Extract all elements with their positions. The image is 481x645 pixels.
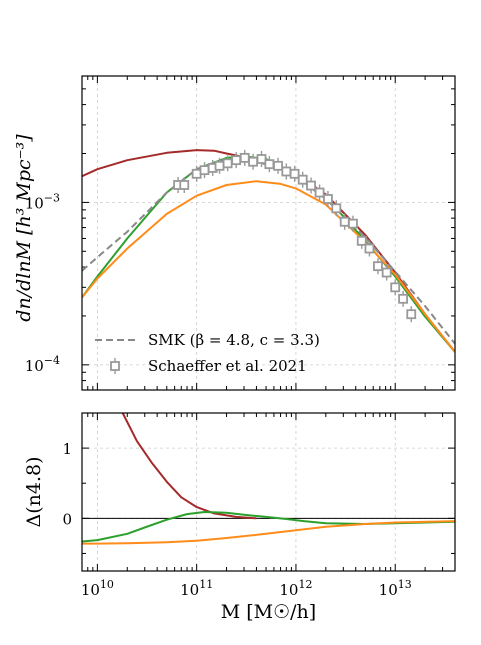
data-point xyxy=(306,180,316,191)
data-point xyxy=(199,165,210,176)
series-line xyxy=(82,149,455,353)
data-point xyxy=(323,194,333,204)
series-line xyxy=(121,413,257,520)
top-frame xyxy=(81,75,456,391)
x-tick-label: 1010 xyxy=(81,578,114,599)
y-axis-label: dn/dlnM [h³ Mpc⁻³] xyxy=(13,134,35,322)
data-point xyxy=(348,218,358,229)
top-panel-axes: 10−3 10−4 SMK (β = 4.8, c = 3.3) Schaeffer … xyxy=(13,75,456,391)
data-point xyxy=(214,160,225,171)
y-tick-label: 10−3 xyxy=(25,191,60,212)
data-point xyxy=(406,309,417,320)
data-point xyxy=(364,243,375,254)
y-axis-label: Δ(n4.8) xyxy=(23,457,45,528)
x-axis-label: M [M☉/h] xyxy=(221,601,316,623)
y-tick-label: 0 xyxy=(62,510,72,528)
data-point xyxy=(239,152,250,163)
data-point xyxy=(289,168,300,179)
data-point xyxy=(356,235,367,246)
legend-label: Schaeffer et al. 2021 xyxy=(148,357,307,375)
data-point xyxy=(314,187,325,198)
x-tick-label: 1012 xyxy=(279,578,312,599)
series-line xyxy=(82,511,455,543)
x-tick-label: 1011 xyxy=(180,578,213,599)
data-point xyxy=(398,293,408,304)
data-point xyxy=(373,261,383,272)
data-point xyxy=(222,158,233,169)
legend-label: SMK (β = 4.8, c = 3.3) xyxy=(148,331,320,349)
series-line xyxy=(82,180,455,353)
data-point xyxy=(231,155,242,166)
data-point xyxy=(248,156,258,167)
data-point xyxy=(179,180,190,190)
data-point xyxy=(273,160,283,171)
data-point xyxy=(191,168,202,179)
y-tick-label: 10−4 xyxy=(25,354,60,375)
data-point xyxy=(390,282,401,293)
legend-square xyxy=(110,361,120,371)
bottom-frame xyxy=(81,412,456,572)
data-point xyxy=(297,174,308,185)
data-point xyxy=(381,267,392,278)
series-line xyxy=(82,520,455,545)
y-tick-label: 1 xyxy=(62,440,72,458)
data-point xyxy=(256,154,267,164)
data-point xyxy=(331,203,342,214)
data-point xyxy=(281,166,292,177)
data-point xyxy=(264,159,275,170)
legend: SMK (β = 4.8, c = 3.3) Schaeffer et al. 2… xyxy=(95,331,320,375)
x-tick-label: 1013 xyxy=(379,578,412,599)
series-line xyxy=(82,158,455,345)
series-line xyxy=(82,155,455,353)
data-point xyxy=(339,216,350,227)
